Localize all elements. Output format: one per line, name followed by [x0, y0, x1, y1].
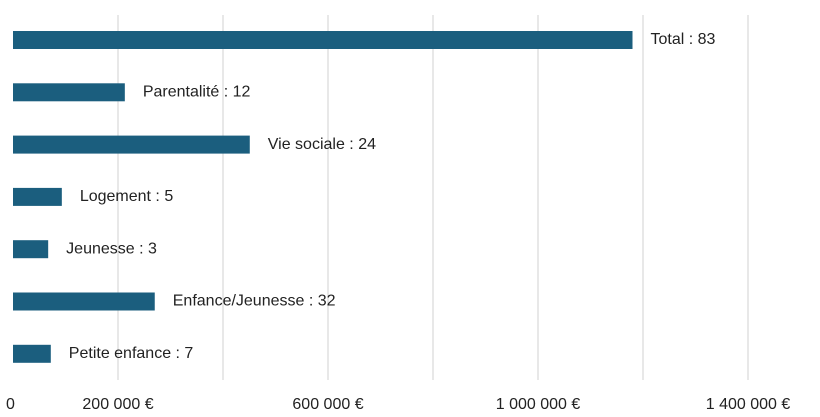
bar-label: Logement : 5 [80, 188, 174, 205]
x-tick-label: 1 400 000 € [706, 396, 791, 413]
bar-label: Jeunesse : 3 [66, 240, 157, 257]
bar [13, 187, 62, 206]
bar-label: Total : 83 [651, 31, 716, 48]
bar [13, 135, 250, 154]
bar [13, 31, 633, 49]
x-tick-label: 200 000 € [82, 396, 153, 413]
x-tick-label: 600 000 € [292, 396, 363, 413]
bar-label: Enfance/Jeunesse : 32 [173, 293, 336, 310]
bar [13, 83, 125, 102]
bar-label: Parentalité : 12 [143, 84, 251, 101]
bar-label: Petite enfance : 7 [69, 345, 194, 362]
x-tick-label: 1 000 000 € [496, 396, 581, 413]
bar-label: Vie sociale : 24 [268, 136, 376, 153]
bar [13, 292, 155, 311]
x-tick-label: 0 [6, 396, 15, 413]
bar [13, 240, 49, 259]
bar [13, 344, 51, 363]
